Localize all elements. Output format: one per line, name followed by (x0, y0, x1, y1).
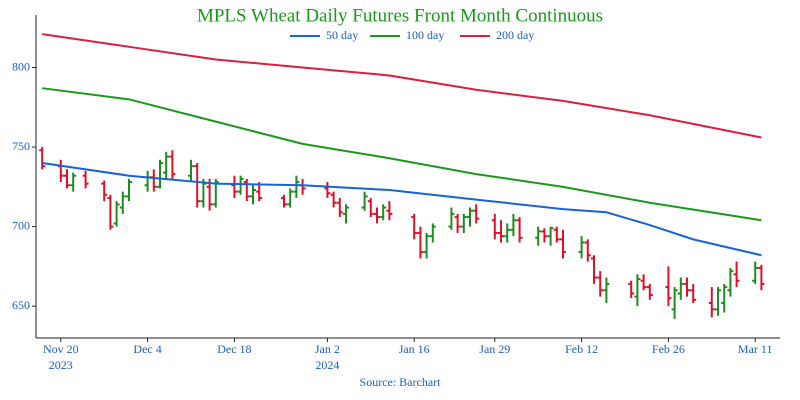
legend-label: 100 day (406, 28, 444, 42)
x-tick-label: Nov 20 (43, 342, 79, 356)
y-tick-label: 650 (12, 298, 30, 312)
y-tick-label: 700 (12, 218, 30, 232)
x-tick-label: Jan 29 (479, 342, 510, 356)
moving-average-line (42, 87, 762, 222)
x-tick-label: Feb 12 (565, 342, 598, 356)
y-tick-label: 800 (12, 59, 30, 73)
source: Source: Barchart (360, 375, 442, 389)
x-tick-label: Dec 4 (133, 342, 161, 356)
x-tick-label: Jan 2 (315, 342, 340, 356)
moving-average-line (42, 33, 762, 139)
legend-label: 50 day (326, 28, 358, 42)
moving-average-line (42, 161, 762, 257)
legend-label: 200 day (496, 28, 534, 42)
x-tick-year: 2024 (315, 358, 339, 372)
x-tick-label: Jan 16 (399, 342, 430, 356)
chart-title: MPLS Wheat Daily Futures Front Month Con… (197, 5, 603, 26)
x-tick-label: Feb 26 (652, 342, 685, 356)
x-tick-label: Dec 18 (217, 342, 251, 356)
x-tick-year: 2023 (49, 358, 73, 372)
y-tick-label: 750 (12, 139, 30, 153)
x-tick-label: Mar 11 (738, 342, 773, 356)
